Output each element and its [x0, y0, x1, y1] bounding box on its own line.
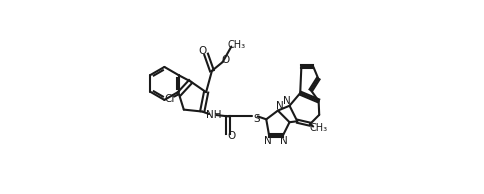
Text: O: O [227, 131, 235, 141]
Text: O: O [198, 46, 207, 56]
Text: Cl: Cl [164, 94, 174, 104]
Text: N: N [264, 136, 272, 146]
Text: N: N [275, 101, 283, 111]
Text: N: N [283, 96, 291, 107]
Text: CH₃: CH₃ [227, 40, 246, 50]
Text: CH₃: CH₃ [309, 123, 327, 133]
Text: N: N [280, 136, 287, 146]
Text: S: S [253, 114, 260, 124]
Text: NH: NH [206, 110, 221, 120]
Text: O: O [221, 55, 229, 65]
